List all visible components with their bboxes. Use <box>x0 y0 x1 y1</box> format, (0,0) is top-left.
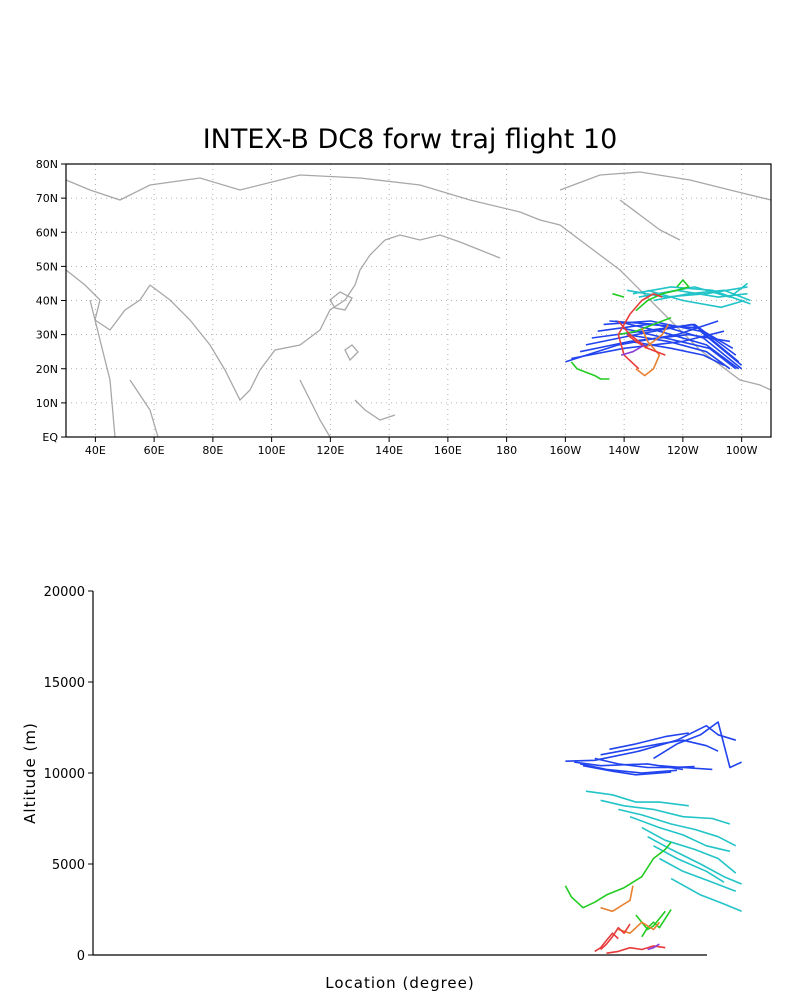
altitude-y-tick-label: 20000 <box>44 585 85 600</box>
map-y-tick-label: 40N <box>36 295 58 308</box>
map-trajectory-red <box>626 333 649 349</box>
altitude-y-axis-label: Altitude (m) <box>21 722 39 824</box>
map-trajectory-cyan <box>626 286 748 298</box>
altitude-trajectory-cyan <box>653 845 725 883</box>
altitude-trajectory-purple <box>647 943 660 951</box>
map-x-tick-label: 120E <box>316 444 344 457</box>
coastline-8 <box>354 399 396 421</box>
altitude-trajectory-cyan <box>641 826 737 874</box>
map-trajectory-green <box>635 279 690 312</box>
altitude-trajectory-blue <box>600 739 719 756</box>
map-title: INTEX-B DC8 forw traj flight 10 <box>203 124 618 155</box>
coastline-4 <box>384 234 501 259</box>
altitude-trajectory-blue <box>565 724 737 762</box>
altitude-trajectory-cyan <box>647 835 742 885</box>
map-x-tick-label: 40E <box>85 444 106 457</box>
altitude-trajectory-blue <box>609 732 689 751</box>
altitude-trajectory-orange <box>600 885 634 913</box>
map-trajectory-blue <box>626 333 731 370</box>
altitude-y-tick-label: 10000 <box>44 767 85 782</box>
map-x-tick-label: 120W <box>667 444 699 457</box>
map-x-tick-label: 80E <box>202 444 223 457</box>
coastline-6 <box>129 379 159 438</box>
map-trajectory-blue <box>609 320 743 370</box>
map-y-tick-label: 30N <box>36 329 58 342</box>
map-y-tick-label: 20N <box>36 363 58 376</box>
map-y-tick-label: 50N <box>36 260 58 273</box>
map-x-tick-label: 100E <box>258 444 286 457</box>
map-trajectory-orange <box>635 327 661 377</box>
map-trajectory-cyan <box>653 289 751 302</box>
map-panel: 40E 60E 80E 100E 120E 140E 160E 180 160W 140W 120W… <box>36 158 772 457</box>
map-x-tick-label: 100W <box>726 444 758 457</box>
altitude-y-tick-label: 15000 <box>44 676 85 691</box>
altitude-trajectory-cyan <box>659 857 737 893</box>
map-trajectory-green <box>570 361 610 380</box>
coastline-7 <box>299 379 331 438</box>
coastline-9 <box>539 219 772 391</box>
map-x-tick-label: 160E <box>434 444 462 457</box>
map-x-tick-label: 180 <box>496 444 517 457</box>
coastline-1 <box>65 269 151 331</box>
map-y-tick-label: 60N <box>36 226 58 239</box>
map-x-tick-label: 60E <box>144 444 165 457</box>
altitude-trajectory-blue <box>653 721 742 769</box>
altitude-trajectory-red <box>606 945 666 954</box>
map-y-tick-label: 10N <box>36 397 58 410</box>
coastline-2 <box>149 284 261 402</box>
map-trajectory-blue <box>615 320 740 370</box>
altitude-trajectory-cyan <box>585 790 689 807</box>
altitude-trajectory-cyan <box>670 877 742 913</box>
altitude-y-tick-label: 0 <box>77 949 85 964</box>
altitude-trajectory-red <box>600 923 631 951</box>
map-trajectory-blue <box>585 323 734 349</box>
altitude-trajectory-cyan <box>600 799 731 825</box>
coastline-3 <box>259 239 386 371</box>
altitude-trajectory-blue <box>659 764 713 771</box>
map-x-tick-label: 140W <box>608 444 640 457</box>
coastline-11 <box>619 199 681 241</box>
map-y-tick-label: 70N <box>36 192 58 205</box>
map-trajectory-orange <box>644 323 669 349</box>
coastline-0 <box>65 174 541 221</box>
altitude-trajectory-cyan <box>618 808 737 847</box>
altitude-trajectory-blue <box>582 764 672 776</box>
map-trajectory-purple <box>620 344 646 356</box>
map-x-tick-label: 160W <box>549 444 581 457</box>
map-trajectory-green <box>618 316 672 336</box>
altitude-trajectory-blue <box>579 763 678 774</box>
map-y-tick-label: 80N <box>36 158 58 171</box>
coastline-13 <box>344 344 359 362</box>
altitude-x-axis-label: Location (degree) <box>325 974 474 992</box>
map-trajectory-red <box>617 292 663 370</box>
map-x-tick-label: 140E <box>375 444 403 457</box>
map-trajectory-red <box>617 320 666 356</box>
coastline-12 <box>329 291 353 311</box>
altitude-trajectory-red <box>594 932 619 953</box>
altitude-trajectory-green <box>564 841 672 909</box>
map-trajectory-cyan <box>647 289 745 309</box>
altitude-panel: 0 5000 10000 15000 20000 <box>44 585 742 964</box>
map-y-tick-label: EQ <box>42 431 58 444</box>
altitude-trajectory-cyan <box>629 815 731 853</box>
map-trajectory-cyan <box>632 286 751 305</box>
coastline-10 <box>559 171 772 201</box>
altitude-y-tick-label: 5000 <box>52 858 85 873</box>
map-trajectory-green <box>612 292 625 298</box>
